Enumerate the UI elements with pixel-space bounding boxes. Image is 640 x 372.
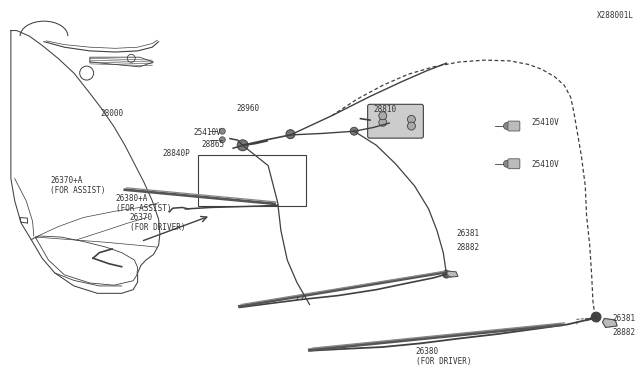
Circle shape bbox=[591, 312, 601, 322]
Circle shape bbox=[237, 140, 248, 151]
Circle shape bbox=[220, 137, 225, 143]
Text: 28000: 28000 bbox=[100, 109, 124, 118]
Polygon shape bbox=[602, 318, 617, 327]
Text: 28960: 28960 bbox=[236, 104, 259, 113]
Text: 28865: 28865 bbox=[202, 140, 225, 149]
Text: 28882: 28882 bbox=[456, 243, 479, 251]
Text: 26381: 26381 bbox=[612, 314, 635, 323]
Circle shape bbox=[379, 112, 387, 120]
Text: 26380+A
(FOR ASSIST): 26380+A (FOR ASSIST) bbox=[116, 194, 172, 214]
Circle shape bbox=[442, 270, 451, 278]
FancyBboxPatch shape bbox=[508, 159, 520, 169]
Circle shape bbox=[379, 118, 387, 126]
Circle shape bbox=[350, 127, 358, 135]
Text: 28810: 28810 bbox=[373, 105, 396, 113]
Circle shape bbox=[408, 115, 415, 124]
Text: 26370+A
(FOR ASSIST): 26370+A (FOR ASSIST) bbox=[51, 176, 106, 195]
Text: 26381: 26381 bbox=[456, 229, 479, 238]
Text: 28840P: 28840P bbox=[163, 149, 191, 158]
Text: 28882: 28882 bbox=[612, 328, 635, 337]
Circle shape bbox=[220, 128, 225, 134]
Circle shape bbox=[504, 160, 511, 167]
Circle shape bbox=[504, 122, 511, 129]
Text: 26370
(FOR DRIVER): 26370 (FOR DRIVER) bbox=[130, 212, 186, 232]
Circle shape bbox=[408, 122, 415, 130]
FancyBboxPatch shape bbox=[508, 121, 520, 131]
FancyBboxPatch shape bbox=[367, 104, 424, 138]
Text: X288001L: X288001L bbox=[597, 11, 634, 20]
Text: 26380
(FOR DRIVER): 26380 (FOR DRIVER) bbox=[416, 347, 472, 366]
Text: 25410V: 25410V bbox=[532, 160, 559, 169]
Text: 25410V: 25410V bbox=[532, 118, 559, 127]
Polygon shape bbox=[447, 271, 458, 277]
Circle shape bbox=[286, 130, 295, 139]
Bar bbox=[198, 154, 307, 206]
Text: 25410V: 25410V bbox=[194, 128, 221, 137]
